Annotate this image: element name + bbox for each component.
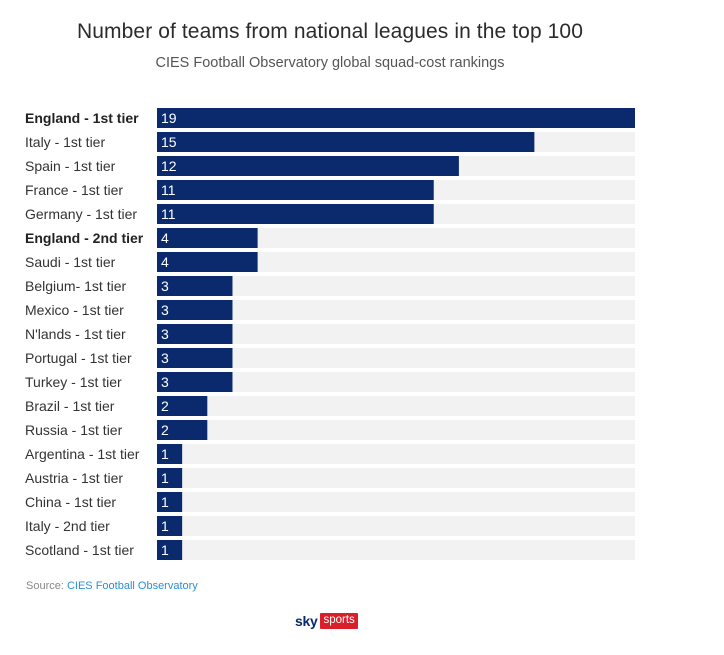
value-label: 11 — [161, 206, 176, 222]
bar — [157, 516, 183, 536]
bar-track — [157, 444, 635, 464]
bar-track — [157, 372, 635, 392]
bar — [157, 252, 258, 272]
category-label: Russia - 1st tier — [25, 422, 123, 438]
bar — [157, 156, 459, 176]
category-label: France - 1st tier — [25, 182, 123, 198]
category-label: Saudi - 1st tier — [25, 254, 116, 270]
value-label: 2 — [161, 398, 169, 414]
value-label: 4 — [161, 254, 169, 270]
logo-sky-text: sky — [295, 613, 318, 629]
category-label: Italy - 2nd tier — [25, 518, 110, 534]
category-label: Turkey - 1st tier — [25, 374, 122, 390]
value-label: 12 — [161, 158, 177, 174]
category-label: Mexico - 1st tier — [25, 302, 124, 318]
value-label: 3 — [161, 374, 169, 390]
category-label: China - 1st tier — [25, 494, 116, 510]
category-label: Belgium- 1st tier — [25, 278, 126, 294]
bar-track — [157, 228, 635, 248]
category-label: Argentina - 1st tier — [25, 446, 140, 462]
bar-chart: England - 1st tier 19 Italy - 1st tier 15 Sp… — [25, 108, 635, 560]
bar — [157, 396, 208, 416]
category-label: Scotland - 1st tier — [25, 542, 134, 558]
bar-track — [157, 492, 635, 512]
value-label: 4 — [161, 230, 169, 246]
bar — [157, 108, 635, 128]
logo-sports-text: sports — [320, 613, 358, 629]
bar-track — [157, 468, 635, 488]
source-prefix: Source: — [26, 580, 67, 592]
bar — [157, 132, 535, 152]
value-label: 3 — [161, 302, 169, 318]
bar — [157, 324, 233, 344]
value-label: 1 — [161, 446, 169, 462]
value-label: 3 — [161, 350, 169, 366]
bar — [157, 444, 183, 464]
bar — [157, 204, 434, 224]
bar — [157, 228, 258, 248]
category-label: England - 2nd tier — [25, 230, 144, 246]
bar — [157, 540, 183, 560]
bar-track — [157, 516, 635, 536]
value-label: 2 — [161, 422, 169, 438]
category-label: Spain - 1st tier — [25, 158, 116, 174]
bar-track — [157, 540, 635, 560]
category-label: Germany - 1st tier — [25, 206, 137, 222]
value-label: 11 — [161, 182, 176, 198]
category-label: N'lands - 1st tier — [25, 326, 126, 342]
bar — [157, 372, 233, 392]
source-link[interactable]: CIES Football Observatory — [66, 580, 198, 592]
category-label: England - 1st tier — [25, 110, 139, 126]
value-label: 1 — [161, 494, 169, 510]
bar — [157, 300, 233, 320]
bar-track — [157, 252, 635, 272]
chart-subtitle: CIES Football Observatory global squad-c… — [155, 55, 505, 71]
bar — [157, 468, 183, 488]
category-label: Portugal - 1st tier — [25, 350, 132, 366]
bar — [157, 180, 434, 200]
value-label: 1 — [161, 518, 169, 534]
bar — [157, 492, 183, 512]
category-label: Austria - 1st tier — [25, 470, 123, 486]
source-note: Source: CIES Football Observatory — [26, 580, 198, 592]
value-label: 1 — [161, 542, 169, 558]
value-label: 3 — [161, 326, 169, 342]
value-label: 3 — [161, 278, 169, 294]
bar-track — [157, 396, 635, 416]
chart-title: Number of teams from national leagues in… — [77, 20, 583, 43]
category-label: Brazil - 1st tier — [25, 398, 115, 414]
value-label: 19 — [161, 110, 177, 126]
sky-sports-logo: sky sports — [295, 612, 358, 630]
bar-track — [157, 348, 635, 368]
bar — [157, 276, 233, 296]
category-label: Italy - 1st tier — [25, 134, 105, 150]
bar — [157, 420, 208, 440]
bar-track — [157, 420, 635, 440]
value-label: 15 — [161, 134, 177, 150]
value-label: 1 — [161, 470, 169, 486]
bar-track — [157, 324, 635, 344]
bar-track — [157, 276, 635, 296]
bar — [157, 348, 233, 368]
bar-track — [157, 300, 635, 320]
